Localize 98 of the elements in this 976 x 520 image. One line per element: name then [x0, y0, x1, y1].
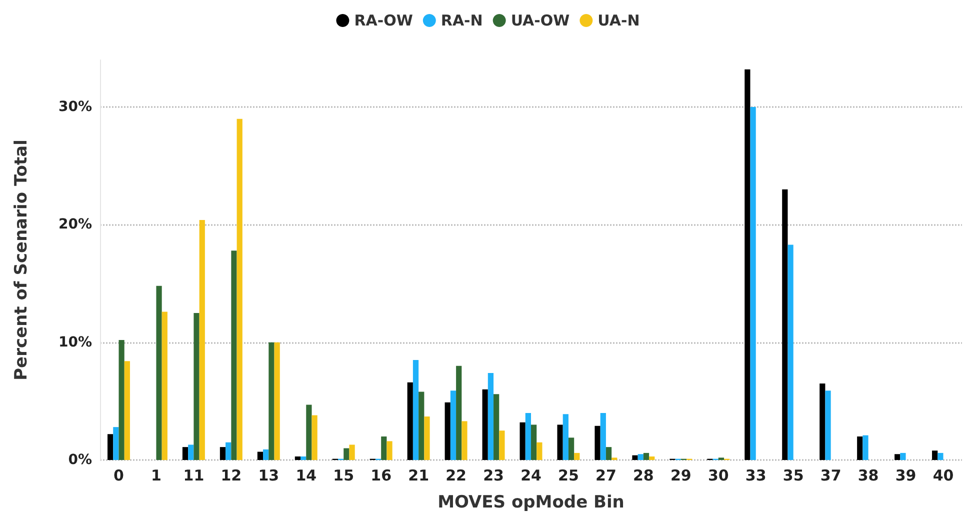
bar	[381, 436, 387, 460]
bar	[107, 434, 114, 460]
x-tick-label: 0	[114, 466, 124, 484]
x-tick-label: 16	[370, 466, 392, 484]
x-tick-label: 37	[820, 466, 842, 484]
bar	[450, 390, 456, 460]
bar	[412, 360, 419, 460]
bar	[113, 427, 119, 460]
bar	[162, 312, 168, 460]
bar	[344, 448, 350, 460]
bar	[236, 118, 242, 460]
bar	[600, 412, 606, 460]
bar	[494, 394, 500, 460]
bar	[118, 340, 124, 460]
bar	[825, 390, 831, 460]
bar	[188, 444, 194, 460]
y-axis-title: Percent of Scenario Total	[12, 140, 32, 380]
x-tick-label: 33	[745, 466, 766, 484]
bar	[900, 452, 906, 460]
bar	[894, 454, 900, 460]
x-tick-label: 12	[220, 466, 242, 484]
bar	[462, 421, 468, 460]
x-tick-label: 13	[258, 466, 280, 484]
x-tick-label: 39	[895, 466, 916, 484]
bar	[562, 414, 568, 460]
x-tick-label: 14	[296, 466, 317, 484]
bar	[456, 366, 462, 460]
legend-label: UA-N	[598, 12, 640, 30]
bar	[231, 250, 237, 460]
bar	[499, 430, 505, 460]
bar	[274, 342, 280, 460]
bar	[349, 444, 355, 460]
bar	[424, 416, 430, 460]
x-tick-label: 30	[708, 466, 729, 484]
x-tick-label: 35	[782, 466, 804, 484]
x-tick-label: 23	[483, 466, 504, 484]
bar	[531, 424, 537, 460]
bar	[199, 220, 205, 460]
bar	[632, 455, 638, 460]
bar	[782, 189, 788, 460]
x-tick-label: 38	[858, 466, 879, 484]
bar	[306, 404, 312, 460]
bar	[194, 312, 200, 460]
bar	[938, 452, 944, 460]
x-tick-label: 21	[408, 466, 430, 484]
bar	[857, 436, 863, 460]
y-tick-label: 0%	[68, 452, 92, 468]
bar	[788, 244, 794, 460]
bar	[444, 402, 450, 460]
x-tick-label: 1	[151, 466, 162, 484]
x-tick-label: 22	[446, 466, 466, 484]
x-tick-label: 28	[632, 466, 654, 484]
bar	[156, 286, 162, 460]
x-tick-label: 27	[596, 466, 616, 484]
bar	[643, 452, 650, 460]
x-tick-label: 24	[520, 466, 542, 484]
bar	[649, 456, 655, 460]
x-tick-label: 40	[932, 466, 954, 484]
x-tick-label: 15	[333, 466, 354, 484]
bar	[568, 438, 574, 460]
x-tick-label: 25	[558, 466, 579, 484]
bar	[536, 442, 542, 460]
bar	[638, 454, 644, 460]
bar	[606, 447, 612, 460]
bar	[520, 422, 526, 460]
bar	[268, 342, 274, 460]
bar	[294, 456, 301, 460]
x-axis-title: MOVES opMode Bin	[438, 492, 624, 512]
legend-label: RA-OW	[354, 12, 414, 30]
bar	[574, 452, 580, 460]
bar	[744, 69, 750, 460]
bar	[820, 384, 826, 460]
bar	[407, 382, 413, 460]
bar	[750, 107, 756, 460]
x-tick-label: 11	[183, 466, 204, 484]
bar	[482, 389, 488, 460]
bar	[226, 442, 232, 460]
legend-label: RA-N	[440, 12, 483, 30]
bar	[263, 449, 269, 460]
bar	[220, 447, 226, 460]
bar	[862, 435, 868, 460]
bar	[488, 372, 494, 460]
bar	[932, 450, 938, 460]
bar	[418, 392, 424, 460]
y-tick-label: 20%	[58, 216, 92, 233]
legend-label: UA-OW	[510, 12, 570, 30]
bar	[557, 424, 563, 460]
y-tick-label: 10%	[58, 334, 92, 350]
bar	[594, 426, 600, 460]
y-tick-label: 30%	[58, 99, 92, 116]
bar	[124, 361, 130, 460]
bar	[312, 415, 318, 460]
bar	[525, 412, 531, 460]
x-tick-label: 29	[670, 466, 692, 484]
bar	[257, 452, 264, 460]
bar	[386, 441, 392, 460]
bar	[300, 456, 306, 460]
bar	[182, 447, 188, 460]
